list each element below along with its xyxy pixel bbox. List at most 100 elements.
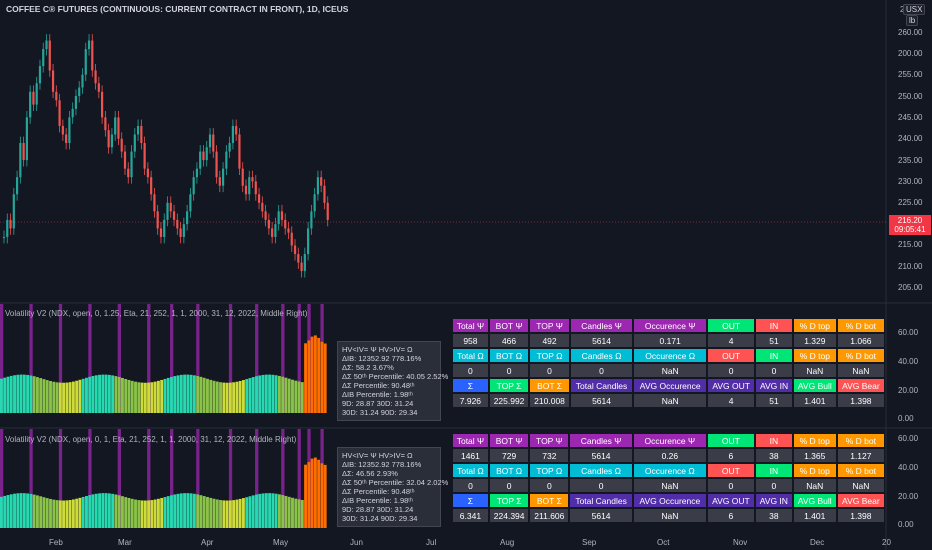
stats-value-cell: 51 [756,394,792,407]
histogram-bar [16,374,20,413]
stats-header-cell: BOT Ω [489,349,529,362]
histogram-bar [251,377,255,413]
histogram-bar [42,497,46,528]
stats-value-cell: 729 [489,449,529,462]
candle-body [228,143,231,152]
candle-body [2,236,6,238]
histogram-bar [120,496,124,528]
histogram-bar [156,380,160,413]
candle-body [35,83,38,105]
histogram-bar [317,337,321,413]
candle-body [195,168,199,178]
stats-value-cell: 0 [755,479,792,492]
date-tick: Mar [118,538,132,547]
candle-body [300,262,303,272]
histogram-bar [255,376,258,413]
stats-value-cell: 225.992 [489,394,529,407]
highlight-column [170,429,174,528]
histogram-bar [323,343,327,413]
unit-badge[interactable]: lb [906,15,919,26]
candle-body [120,138,123,152]
price-candles [2,34,329,278]
date-tick: 20 [882,538,891,547]
indicator2-label[interactable]: Volatility V2 (NDX, open, 0, 1, Eta, 21,… [5,435,297,444]
histogram-bar [219,500,222,528]
candle-body [91,40,94,71]
indicator1-stats-tooltip: HV<IV= Ψ HV>IV= Ω ΔIB: 12352.92 778.16% … [337,341,449,421]
indicator1-label[interactable]: Volatility V2 (NDX, open, 0, 1.25, Eta, … [5,309,308,318]
histogram-bar [281,376,285,413]
histogram-bar [274,493,278,528]
candle-body [6,219,9,237]
histogram-bar [111,493,115,528]
candle-body [55,91,58,101]
stats-value-cell: 5614 [570,334,633,347]
stats-value-cell: 1461 [453,449,488,462]
histogram-bar [143,500,147,528]
candle-body [48,40,51,71]
highlight-column [29,429,33,528]
candle-body [84,49,87,75]
histogram-bar [75,380,79,413]
histogram-bar [153,381,157,413]
candle-body [189,194,192,212]
candle-body [143,143,146,169]
histogram-bar [9,375,13,413]
stats-header-cell: AVG Bull [793,379,836,392]
candle-body [310,211,313,229]
histogram-bar [215,381,219,413]
candle-body [133,134,136,152]
histogram-bar [85,496,88,528]
tooltip-line: ΔIB Percentile: 1.98ᵗʰ [342,390,413,399]
tooltip-line: ΔΣ 50ᵗʰ Percentile: 40.05 2.52% [342,372,449,381]
histogram-bar [0,378,3,413]
price-tick: 210.00 [898,262,923,271]
histogram-bar [323,464,327,528]
histogram-bar [140,500,144,528]
histogram-bar [32,494,36,528]
highlight-column [170,304,174,413]
candle-body [25,117,28,161]
candle-body [9,219,12,229]
price-tick: 255.00 [898,70,923,79]
stats-header-cell: Total Candles [570,494,632,507]
candle-body [146,168,149,178]
histogram-bar [209,379,213,413]
stats-header-cell: TOP Σ [489,379,529,392]
histogram-bar [114,494,118,528]
histogram-bar [317,459,321,528]
candle-body [32,91,35,105]
stats-header-cell: Occurence Ψ [633,434,706,447]
indicator-tick: 40.00 [898,357,919,366]
volatility-histogram-1 [0,304,327,413]
histogram-bar [0,496,3,528]
histogram-bar [310,458,314,528]
candle-body [15,177,19,195]
histogram-bar [287,496,291,528]
histogram-bar [130,498,134,528]
stats-row: Σ TOP Σ BOT Σ Total Candles AVG Occurence AVG… [453,379,884,392]
histogram-bar [58,382,62,413]
stats-header-cell: Occurence Ω [633,464,706,477]
histogram-bar [71,499,75,528]
stats-value-cell: 6 [707,449,754,462]
stats-row: Total Ψ BOT Ψ TOP Ψ Candles Ψ Occurence Ψ OUT… [453,319,884,332]
histogram-bar [134,381,137,413]
candle-body [153,194,156,212]
candle-body [277,211,280,225]
highlight-column [117,429,121,528]
currency-badge[interactable]: USX [903,4,926,15]
histogram-bar [248,496,252,528]
stats-value-cell: 1.401 [793,394,836,407]
histogram-bar [176,493,180,528]
stats-value-cell: NaN [793,364,836,377]
chart-title: COFFEE C® FUTURES (CONTINUOUS: CURRENT C… [6,4,349,14]
stats-value-cell: 210.008 [530,394,569,407]
candle-body [254,181,257,195]
last-price-tag: 216.20 09:05:41 [889,215,931,235]
candle-body [176,219,179,229]
histogram-bar [166,377,170,413]
stats-value-cell: 4 [708,394,755,407]
histogram-bar [147,382,151,413]
